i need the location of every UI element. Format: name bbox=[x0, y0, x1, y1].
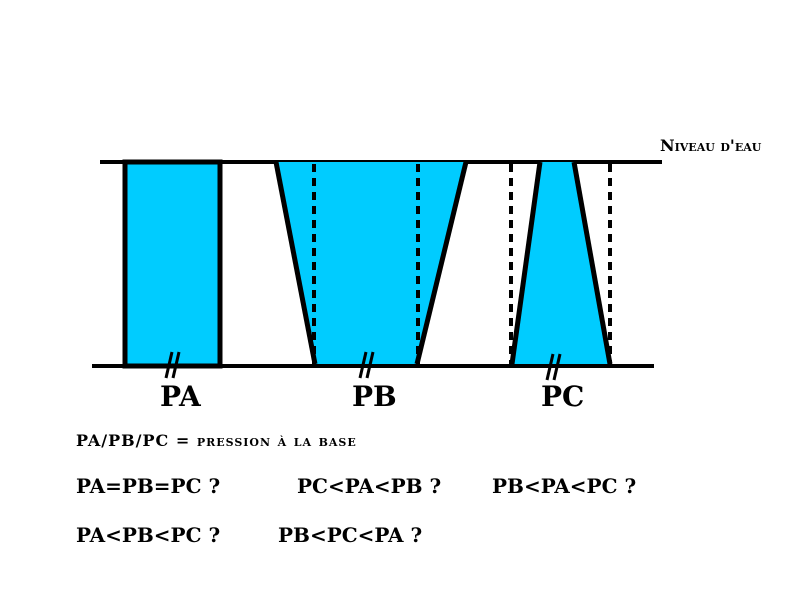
vessel-label-b: PB bbox=[352, 380, 397, 413]
vessel-a bbox=[122, 159, 223, 369]
equal-mark-a bbox=[164, 351, 181, 379]
vessel-label-a: PA bbox=[160, 380, 201, 413]
vessel-b-left-wall bbox=[273, 161, 318, 365]
water-level-label: Niveau d'eau bbox=[660, 136, 762, 155]
legend-text: PA/PB/PC = pression à la base bbox=[76, 431, 357, 450]
question-4: PA<PB<PC ? bbox=[76, 523, 221, 547]
question-1: PA=PB=PC ? bbox=[76, 474, 221, 498]
vessel-c-right-wall bbox=[571, 161, 613, 365]
vessel-c-left-wall bbox=[509, 161, 543, 365]
equal-mark-c bbox=[545, 353, 562, 381]
question-2: PC<PA<PB ? bbox=[297, 474, 442, 498]
vessel-b bbox=[276, 162, 466, 364]
question-5: PB<PC<PA ? bbox=[278, 523, 423, 547]
vessel-c bbox=[512, 162, 610, 364]
question-3: PB<PA<PC ? bbox=[492, 474, 637, 498]
equal-mark-b bbox=[358, 351, 375, 379]
vessel-b-right-wall bbox=[414, 161, 469, 365]
vessel-label-c: PC bbox=[541, 380, 585, 413]
